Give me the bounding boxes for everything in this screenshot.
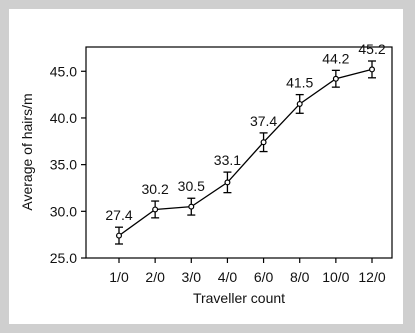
data-label: 33.1: [214, 152, 241, 168]
x-tick-label: 8/0: [290, 269, 310, 285]
y-tick-label: 25.0: [50, 250, 77, 266]
x-tick-label: 12/0: [358, 269, 385, 285]
y-tick-label: 40.0: [50, 110, 77, 126]
x-tick-label: 10/0: [322, 269, 349, 285]
data-label: 37.4: [250, 113, 277, 129]
x-axis: 1/0 2/0 3/0 4/0 6/0 8/0 10/0 12/0: [109, 258, 386, 285]
data-point: [152, 206, 159, 213]
y-axis: 25.0 30.0 35.0 40.0 45.0: [50, 63, 86, 266]
data-point: [224, 179, 231, 186]
data-point: [332, 75, 339, 82]
x-tick-label: 4/0: [218, 269, 238, 285]
data-label: 30.2: [142, 181, 169, 197]
plot-area-border: [85, 46, 393, 259]
data-label: 44.2: [322, 50, 349, 66]
series-line: [118, 68, 373, 237]
x-tick-label: 2/0: [145, 269, 165, 285]
data-label: 41.5: [286, 75, 313, 91]
data-label: 27.4: [105, 207, 132, 223]
x-tick-label: 6/0: [254, 269, 274, 285]
x-tick-label: 1/0: [109, 269, 129, 285]
data-point: [260, 139, 267, 146]
data-point: [369, 66, 376, 73]
x-axis-title: Traveller count: [193, 290, 285, 306]
data-point: [296, 100, 303, 107]
series: 27.4 30.2 30.5 33.1 37.4 41.5 44.2 45.2: [105, 41, 386, 245]
data-point: [115, 232, 122, 239]
data-label: 45.2: [358, 41, 385, 57]
y-tick-label: 45.0: [50, 63, 77, 79]
y-axis-title: Average of hairs/m: [19, 93, 35, 210]
data-point: [188, 203, 195, 210]
y-tick-label: 35.0: [50, 157, 77, 173]
y-tick-label: 30.0: [50, 203, 77, 219]
x-tick-label: 3/0: [182, 269, 202, 285]
data-label: 30.5: [178, 178, 205, 194]
